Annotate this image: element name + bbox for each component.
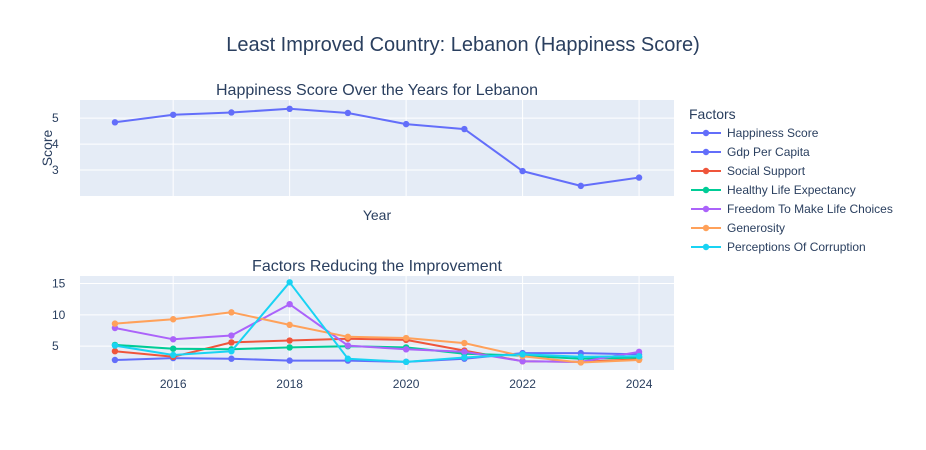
data-point-gdp-per-capita	[228, 355, 235, 362]
data-point-perceptions-of-corruption	[635, 353, 643, 360]
legend-swatch-marker	[702, 167, 710, 175]
data-point-freedom-to-make-life-choices	[228, 332, 235, 339]
legend-label: Generosity	[727, 221, 785, 235]
data-point-generosity	[461, 339, 468, 347]
data-point-perceptions-of-corruption	[111, 342, 119, 349]
data-point-perceptions-of-corruption	[519, 351, 526, 358]
data-point-generosity	[402, 334, 410, 342]
data-point-happiness-score	[577, 182, 585, 190]
legend-swatch-marker	[702, 243, 710, 251]
legend-swatch-marker	[702, 224, 710, 232]
legend-item-generosity: Generosity	[691, 221, 785, 235]
data-point-generosity	[169, 316, 177, 323]
data-point-happiness-score	[111, 119, 119, 126]
data-point-healthy-life-expectancy	[169, 345, 177, 352]
data-point-healthy-life-expectancy	[286, 344, 293, 351]
y-tick-label: 3	[52, 163, 59, 177]
legend-title: Factors	[689, 106, 736, 122]
data-point-happiness-score	[635, 174, 643, 181]
subplot-factors: 2016 2018 2020 2022 2024 5 10 15 Factors Reduci…	[52, 258, 674, 391]
plot2-ticks: 2016 2018 2020 2022 2024 5 10 15	[52, 277, 653, 391]
data-point-gdp-per-capita	[111, 356, 119, 364]
data-point-happiness-score	[286, 105, 293, 113]
data-point-happiness-score	[519, 167, 526, 175]
legend-label: Freedom To Make Life Choices	[727, 202, 893, 216]
data-point-happiness-score	[402, 120, 410, 128]
data-point-happiness-score	[461, 125, 468, 133]
legend-swatch-marker	[702, 205, 710, 213]
data-point-generosity	[344, 333, 352, 340]
data-point-perceptions-of-corruption	[402, 358, 410, 366]
legend-item-freedom-to-make-life-choices: Freedom To Make Life Choices	[691, 202, 893, 216]
data-point-generosity	[228, 309, 235, 316]
x-tick-label: 2020	[393, 377, 420, 391]
y-tick-label: 10	[52, 308, 66, 322]
data-point-social-support	[228, 339, 235, 346]
data-point-social-support	[286, 337, 293, 344]
plot2-series	[111, 279, 643, 366]
plot1-background	[80, 100, 674, 196]
plot1-series	[111, 105, 643, 190]
data-point-happiness-score	[228, 109, 235, 116]
data-point-perceptions-of-corruption	[286, 279, 293, 286]
plot1-xlabel: Year	[363, 207, 392, 223]
legend-swatch-marker	[702, 186, 710, 194]
data-point-generosity	[111, 320, 119, 327]
legend-item-gdp-per-capita: Gdp Per Capita	[691, 145, 810, 159]
data-point-freedom-to-make-life-choices	[111, 324, 119, 332]
y-tick-label: 5	[52, 339, 59, 353]
data-point-perceptions-of-corruption	[344, 355, 352, 362]
data-point-social-support	[111, 348, 119, 355]
data-point-perceptions-of-corruption	[577, 353, 585, 361]
data-point-freedom-to-make-life-choices	[169, 336, 177, 343]
legend-label: Healthy Life Expectancy	[727, 183, 856, 197]
plot2-title: Factors Reducing the Improvement	[252, 258, 502, 275]
data-point-freedom-to-make-life-choices	[344, 342, 352, 349]
legend-item-happiness-score: Happiness Score	[691, 126, 819, 140]
legend-label: Gdp Per Capita	[727, 145, 810, 159]
subplot-happiness: 3 4 5 Happiness Score Over the Years for L…	[39, 82, 674, 223]
legend-swatch-marker	[702, 148, 710, 156]
data-point-freedom-to-make-life-choices	[461, 348, 468, 356]
x-tick-label: 2016	[160, 377, 187, 391]
legend-item-perceptions-of-corruption: Perceptions Of Corruption	[691, 240, 866, 254]
y-tick-label: 15	[52, 277, 66, 291]
x-tick-label: 2024	[626, 377, 653, 391]
legend-item-healthy-life-expectancy: Healthy Life Expectancy	[691, 183, 856, 197]
data-point-freedom-to-make-life-choices	[402, 346, 410, 353]
x-tick-label: 2018	[276, 377, 303, 391]
data-point-generosity	[286, 321, 293, 329]
data-point-perceptions-of-corruption	[169, 351, 177, 359]
data-point-happiness-score	[344, 109, 352, 117]
y-tick-label: 4	[52, 137, 59, 151]
x-tick-label: 2022	[509, 377, 536, 391]
series-line-happiness-score	[114, 107, 640, 187]
chart-title: Least Improved Country: Lebanon (Happine…	[226, 34, 700, 56]
plot1-ticks: 3 4 5	[52, 111, 59, 177]
series-line-perceptions-of-corruption	[114, 281, 640, 363]
plot1-ylabel: Score	[39, 130, 55, 167]
y-tick-label: 5	[52, 111, 59, 125]
legend-items: Happiness Score Gdp Per Capita Social Supp…	[691, 126, 893, 254]
series-line-generosity	[114, 311, 640, 364]
legend-label: Perceptions Of Corruption	[727, 240, 866, 254]
data-point-gdp-per-capita	[286, 357, 293, 364]
plot1-title: Happiness Score Over the Years for Leban…	[216, 82, 538, 99]
data-point-perceptions-of-corruption	[461, 354, 468, 361]
data-point-perceptions-of-corruption	[228, 348, 235, 355]
data-point-happiness-score	[169, 111, 177, 118]
data-point-freedom-to-make-life-choices	[635, 348, 643, 356]
plot1-grid	[80, 100, 674, 196]
legend-label: Happiness Score	[727, 126, 819, 140]
data-point-freedom-to-make-life-choices	[286, 301, 293, 308]
legend-item-social-support: Social Support	[691, 164, 806, 178]
legend-label: Social Support	[727, 164, 806, 178]
data-point-freedom-to-make-life-choices	[519, 358, 526, 365]
series-line-freedom-to-make-life-choices	[114, 303, 640, 363]
legend: Factors Happiness Score Gdp Per Capita Soc…	[689, 106, 893, 254]
data-point-generosity	[577, 359, 585, 366]
legend-swatch-marker	[702, 129, 710, 137]
